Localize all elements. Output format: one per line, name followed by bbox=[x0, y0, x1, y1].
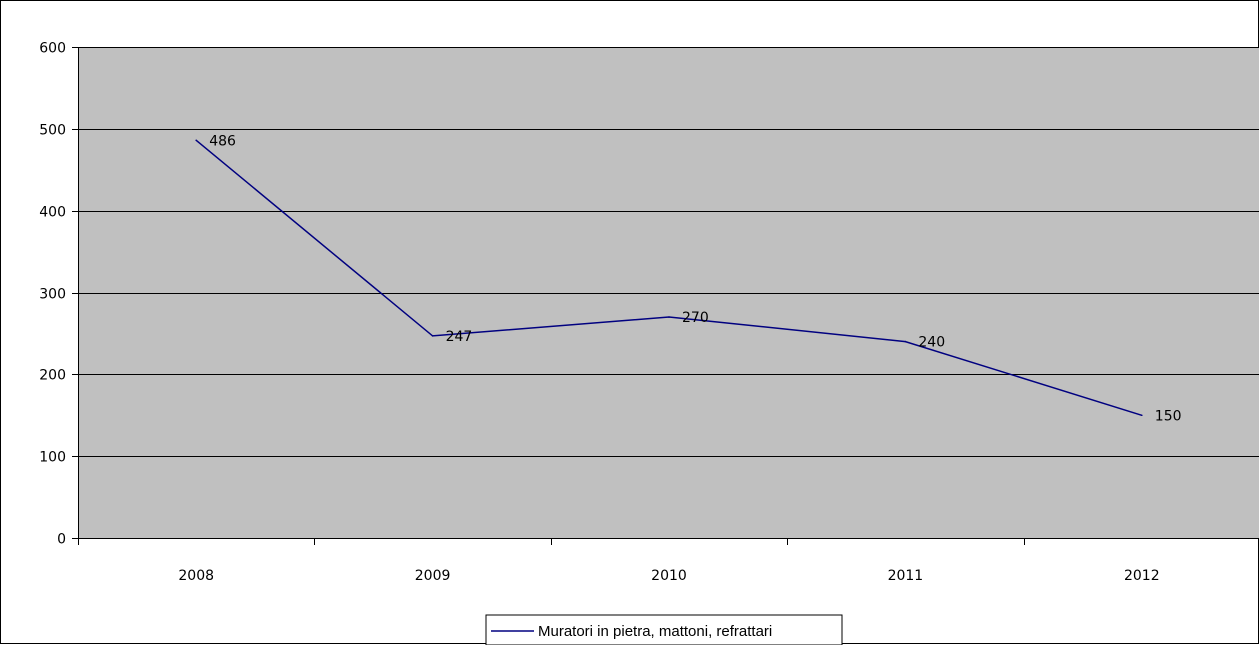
data-label: 270 bbox=[682, 310, 709, 326]
data-label: 150 bbox=[1155, 408, 1182, 424]
series-layer bbox=[195, 139, 1143, 417]
x-axis: 2008 2009 2010 2011 2012 bbox=[78, 538, 1259, 584]
y-tick-label: 200 bbox=[39, 368, 66, 384]
legend: Muratori in pietra, mattoni, refrattari bbox=[485, 614, 843, 645]
data-label: 486 bbox=[209, 133, 236, 149]
y-axis: 0 100 200 300 400 500 600 bbox=[39, 41, 79, 548]
y-tick-label: 300 bbox=[39, 287, 66, 303]
data-point bbox=[431, 335, 434, 337]
legend-series-label: Muratori in pietra, mattoni, refrattari bbox=[538, 623, 772, 640]
plot-area-background bbox=[78, 47, 1259, 538]
y-tick-label: 500 bbox=[39, 123, 66, 139]
x-tick-label: 2009 bbox=[415, 568, 451, 584]
data-labels: 486 247 270 240 150 bbox=[209, 133, 1181, 424]
data-point bbox=[668, 316, 670, 318]
data-label: 240 bbox=[918, 335, 945, 351]
y-tick-label: 400 bbox=[39, 205, 66, 221]
data-point bbox=[1141, 414, 1143, 417]
x-tick-label: 2012 bbox=[1124, 568, 1160, 584]
y-tick-label: 600 bbox=[39, 41, 66, 57]
legend-box bbox=[485, 614, 843, 645]
x-tick-label: 2011 bbox=[888, 568, 924, 584]
y-tick-label: 100 bbox=[39, 450, 66, 466]
x-tick-label: 2008 bbox=[178, 568, 214, 584]
x-tick-label: 2010 bbox=[651, 568, 687, 584]
gridlines bbox=[78, 47, 1259, 457]
data-point bbox=[195, 139, 197, 142]
y-tick-label: 0 bbox=[57, 532, 66, 548]
data-label: 247 bbox=[446, 329, 473, 345]
data-point bbox=[904, 340, 907, 343]
